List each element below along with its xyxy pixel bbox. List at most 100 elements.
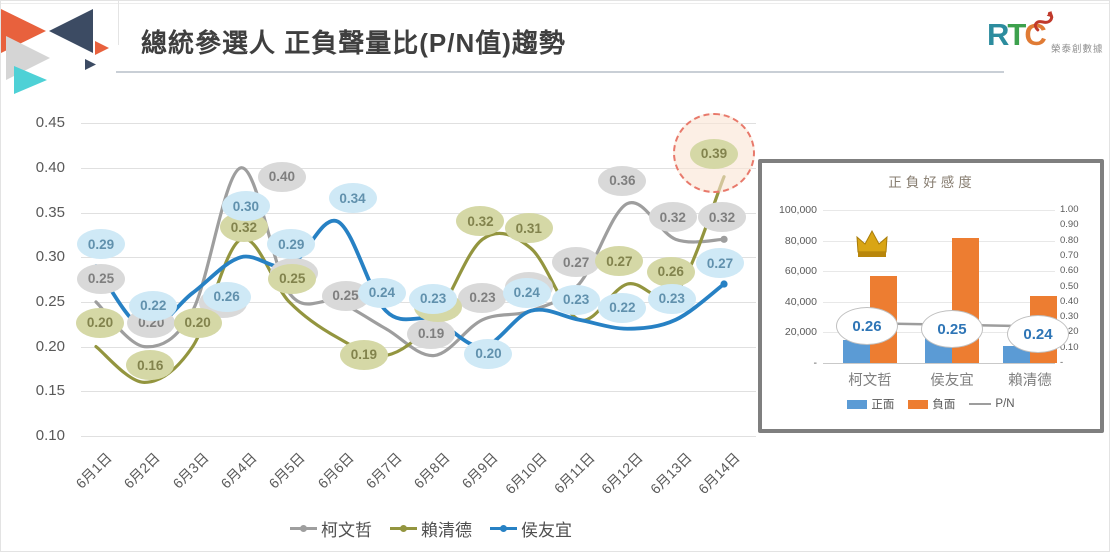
legend-line-swatch [390,524,417,532]
x-axis-date-label: 6月1日 [72,449,115,492]
data-label-bubble: 0.19 [407,318,456,349]
x-axis-date-label: 6月9日 [459,449,502,492]
data-label-bubble: 0.36 [598,165,647,196]
data-label-bubble: 0.26 [646,256,695,287]
corner-triangles-logo [1,9,109,94]
inset-category-label: 侯友宜 [930,373,974,389]
data-label-bubble: 0.32 [456,206,505,237]
inset-right-axis-label: 0.40 [1060,295,1079,307]
inset-gridline [823,240,1055,242]
x-axis-date-label: 6月11日 [550,449,598,497]
data-label-bubble: 0.31 [504,213,553,244]
data-label-bubble: 0.23 [647,283,696,314]
positive-bar [843,340,870,363]
x-axis-date-label: 6月2日 [120,449,164,492]
x-axis-date-label: 6月6日 [314,449,357,492]
inset-right-axis-label: 0.10 [1060,341,1079,353]
inset-right-axis-label: 1.00 [1060,204,1079,215]
x-axis-date-label: 6月13日 [646,449,695,498]
data-label-bubble: 0.27 [696,248,745,279]
data-label-bubble: 0.32 [648,202,697,233]
legend-item: 侯友宜 [490,516,572,541]
x-axis-date-label: 6月10日 [501,449,550,498]
pn-value-bubble: 0.26 [836,307,898,345]
gridline [81,167,756,169]
inset-legend-label: 正面 [871,399,895,411]
legend-item: 賴清德 [390,516,472,541]
data-label-bubble: 0.22 [598,292,647,323]
data-label-bubble: 0.23 [552,284,601,315]
data-label-bubble: 0.19 [339,339,388,370]
y-axis-tick-label: 0.35 [35,203,65,221]
legend-marker-dot [300,524,307,532]
inset-left-axis-label: 40,000 [784,295,817,308]
gridline [81,436,756,437]
data-label-bubble: 0.20 [76,307,124,338]
inset-right-axis-label: - [1060,357,1064,368]
data-label-bubble: 0.25 [268,263,317,294]
x-axis-date-label: 6月14日 [695,449,743,498]
legend-label: 侯友宜 [521,521,572,540]
data-label-bubble: 0.27 [595,246,644,277]
data-label-bubble: 0.23 [409,283,458,314]
inset-right-axis-label: 0.70 [1060,249,1079,261]
inset-legend-swatch [908,399,929,409]
inset-legend-item: 負面 [908,396,955,412]
x-axis-date-label: 6月7日 [362,449,405,492]
data-label-bubble: 0.24 [357,277,406,308]
data-label-bubble: 0.29 [267,229,316,260]
inset-legend-label: 負面 [932,399,956,411]
gridline [81,391,756,393]
gridline [81,257,756,259]
pn-value-bubble: 0.25 [921,310,983,348]
inset-legend-swatch [847,399,868,409]
x-axis-date-label: 6月5日 [265,449,308,492]
inset-gridline [823,210,1055,211]
inset-left-axis-label: 60,000 [784,265,817,278]
inset-right-axis-label: 0.90 [1060,219,1079,231]
data-label-bubble: 0.29 [77,229,125,260]
legend-label: 賴清德 [421,521,472,540]
data-label-bubble: 0.40 [257,161,306,192]
title-underline [116,71,1004,73]
y-axis-tick-label: 0.20 [35,337,65,355]
inset-category-label: 賴清德 [1008,373,1052,389]
inset-baseline [823,363,1055,364]
x-axis-date-label: 6月12日 [598,449,647,498]
inset-left-axis-label: 80,000 [784,234,817,247]
y-axis-tick-label: 0.10 [35,427,65,444]
data-label-bubble: 0.34 [328,183,377,214]
data-label-bubble: 0.20 [173,307,222,338]
data-label-bubble: 0.39 [690,138,739,169]
rtc-letter-c: C [1024,17,1046,52]
inset-right-axis-label: 0.30 [1060,311,1079,323]
inset-chart-title: 正負好感度 [888,175,976,190]
inset-left-axis-label: 20,000 [784,326,817,339]
inset-legend: 正面 負面 P/N [762,396,1100,412]
gridline [81,123,756,125]
rtc-letter-t: T [1007,17,1026,52]
data-label-bubble: 0.16 [126,350,175,381]
y-axis-tick-label: 0.25 [35,292,65,310]
inset-right-axis-label: 0.20 [1060,326,1079,338]
inset-right-axis-label: 0.50 [1060,280,1079,292]
x-axis-date-label: 6月4日 [217,449,260,492]
data-label-bubble: 0.20 [464,338,513,369]
x-axis-date-label: 6月3日 [169,449,212,492]
y-axis-tick-label: 0.15 [35,382,65,400]
y-axis-tick-label: 0.45 [35,114,65,132]
series-line-1 [94,175,726,384]
rtc-letter-r: R [987,17,1009,52]
legend-marker-dot [500,524,507,532]
legend-label: 柯文哲 [321,521,372,540]
inset-right-axis-label: 0.60 [1060,265,1079,277]
main-chart-legend: 柯文哲 賴清德 侯友宜 [241,516,621,541]
y-axis-tick-label: 0.30 [35,248,65,266]
inset-left-axis-label: 100,000 [779,204,817,216]
rtc-company-name: 榮泰創數據 [1051,44,1104,55]
sentiment-inset-chart: 正負好感度 100,000 80,000 60,000 40,000 20,000 - 1.… [758,159,1104,433]
legend-line-swatch [290,524,317,532]
data-label-bubble: 0.22 [129,290,178,321]
data-label-bubble: 0.26 [202,281,251,312]
x-axis-date-label: 6月8日 [410,449,453,492]
